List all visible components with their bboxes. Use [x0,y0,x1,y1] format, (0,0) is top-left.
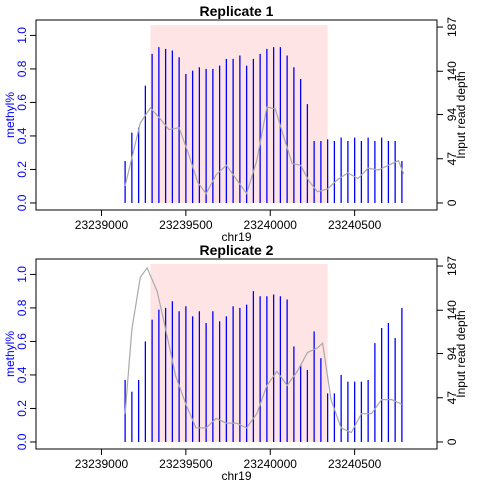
x-tick-label: 23239500 [159,457,213,471]
x-tick-label: 23240500 [328,218,382,232]
y2-axis-label: Input read depth [454,71,468,158]
chart-title: Replicate 2 [200,242,274,258]
y2-tick-label: 0 [445,199,459,206]
y2-tick-label: 187 [445,17,459,37]
y-tick-label: 0.2 [15,400,29,417]
y-tick-label: 0.0 [15,194,29,211]
x-tick-label: 23239500 [159,218,213,232]
read-depth-line [124,106,405,195]
x-tick-label: 23240000 [244,218,298,232]
y-tick-label: 0.0 [15,433,29,450]
x-axis-label: chr19 [221,230,251,244]
x-tick-label: 23239000 [75,457,129,471]
y-tick-label: 0.4 [15,366,29,383]
methylation-bars [124,47,403,203]
y-tick-label: 0.8 [15,60,29,77]
y-tick-label: 0.8 [15,299,29,316]
y-tick-label: 0.6 [15,333,29,350]
replicate-2-panel: 23239000 23239500 23240000 23240500 0.0 0.2 0.… [3,242,468,480]
x-tick-label: 23240500 [328,457,382,471]
y-axis-label: methyl% [3,92,17,138]
y2-tick-label: 94 [445,347,459,361]
replicate-1-panel: 23239000 23239500 23240000 23240500 0.0 0.2 0.… [3,3,468,244]
x-tick-label: 23239000 [75,218,129,232]
y-tick-label: 1.0 [15,27,29,44]
y-tick-label: 0.6 [15,94,29,111]
y-tick-label: 1.0 [15,266,29,283]
y2-tick-label: 47 [445,152,459,166]
y2-tick-label: 47 [445,391,459,405]
y2-tick-label: 187 [445,256,459,276]
chart-title: Replicate 1 [200,3,274,19]
axes: 23239000 23239500 23240000 23240500 0.0 0.2 0.… [15,17,459,232]
y2-tick-label: 140 [445,300,459,320]
y2-tick-label: 140 [445,61,459,81]
x-axis-label: chr19 [221,469,251,480]
highlight-region [150,25,328,203]
highlight-region [150,264,328,442]
read-depth-line [124,266,403,434]
x-tick-label: 23240000 [244,457,298,471]
y-tick-label: 0.2 [15,161,29,178]
y-tick-label: 0.4 [15,127,29,144]
y2-tick-label: 0 [445,438,459,445]
y-axis-label: methyl% [3,331,17,377]
methylation-bars [124,291,403,442]
y2-tick-label: 94 [445,108,459,122]
axes: 23239000 23239500 23240000 23240500 0.0 0.2 0.… [15,256,459,471]
y2-axis-label: Input read depth [454,310,468,397]
